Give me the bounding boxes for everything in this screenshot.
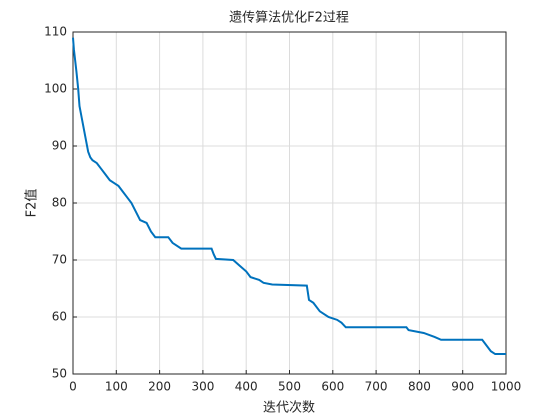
chart-title: 遗传算法优化F2过程 — [229, 11, 349, 26]
y-tick-label: 70 — [52, 253, 67, 267]
y-tick-label: 50 — [52, 367, 67, 381]
x-tick-label: 900 — [451, 380, 474, 394]
x-tick-label: 700 — [365, 380, 388, 394]
y-tick-label: 80 — [52, 196, 67, 210]
x-tick-label: 600 — [321, 380, 344, 394]
x-tick-label: 1000 — [491, 380, 522, 394]
y-axis-label: F2值 — [24, 189, 40, 218]
x-tick-label: 800 — [408, 380, 431, 394]
x-tick-label: 300 — [191, 380, 214, 394]
y-tick-label: 110 — [44, 25, 67, 39]
x-tick-label: 0 — [69, 380, 77, 394]
y-tick-label: 60 — [52, 310, 67, 324]
x-tick-label: 400 — [235, 380, 258, 394]
data-line — [72, 37, 506, 356]
x-tick-label: 100 — [105, 380, 128, 394]
x-axis-label: 迭代次数 — [263, 400, 315, 416]
y-tick-label: 90 — [52, 139, 67, 153]
x-tick-label: 500 — [278, 380, 301, 394]
x-tick-label: 200 — [148, 380, 171, 394]
y-tick-label: 100 — [44, 82, 67, 96]
plot-frame — [72, 31, 507, 375]
